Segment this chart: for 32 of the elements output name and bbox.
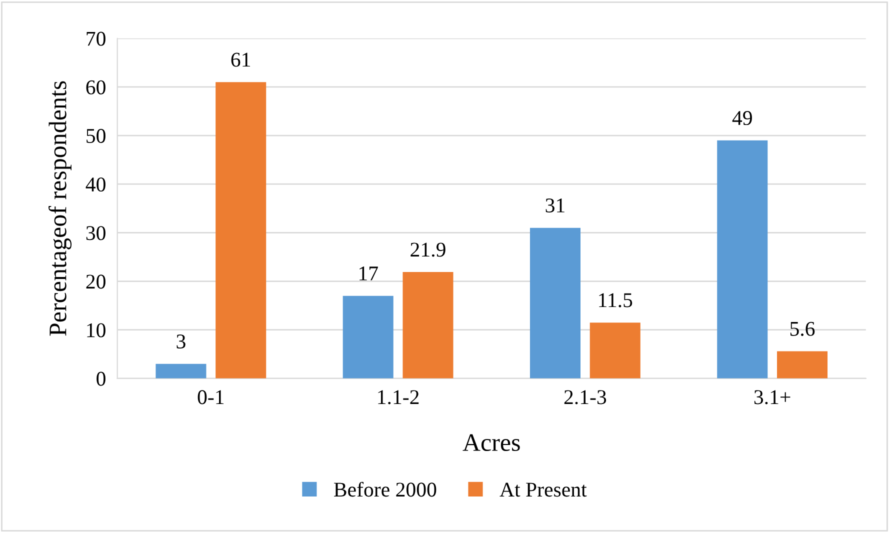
data-label: 21.9 [410,242,446,257]
y-tick-label: 0 [96,372,106,386]
legend-label: At Present [500,482,587,497]
x-tick-label: 0-1 [198,390,224,404]
y-tick-label: 50 [86,128,106,143]
data-label: 17 [360,266,378,280]
data-label: 61 [231,52,250,67]
data-label: 5.6 [790,322,815,336]
data-label: 49 [732,111,752,126]
x-axis-title: Acres [462,434,520,452]
bar [530,228,581,378]
bar [216,82,266,378]
x-tick-label: 2.1-3 [564,390,606,404]
data-label: 3 [176,334,186,349]
bar [590,322,640,378]
x-tick-label: 3.1+ [754,390,790,404]
bar [402,272,454,378]
x-tick-label: 1.1-2 [378,390,419,404]
data-label: 31 [546,198,564,212]
bar [156,364,206,378]
y-tick-label: 70 [86,32,106,46]
y-tick-label: 20 [86,274,106,289]
legend-label: Before 2000 [334,482,436,497]
bar [342,296,394,378]
y-tick-label: 40 [86,177,106,192]
y-tick-label: 10 [87,323,106,338]
bar [776,351,828,378]
y-axis-title: Percentageof respondents [48,81,72,336]
y-tick-label: 30 [86,226,106,240]
y-tick-label: 60 [86,80,106,94]
data-label: 11.5 [599,293,632,308]
bar [717,140,768,378]
